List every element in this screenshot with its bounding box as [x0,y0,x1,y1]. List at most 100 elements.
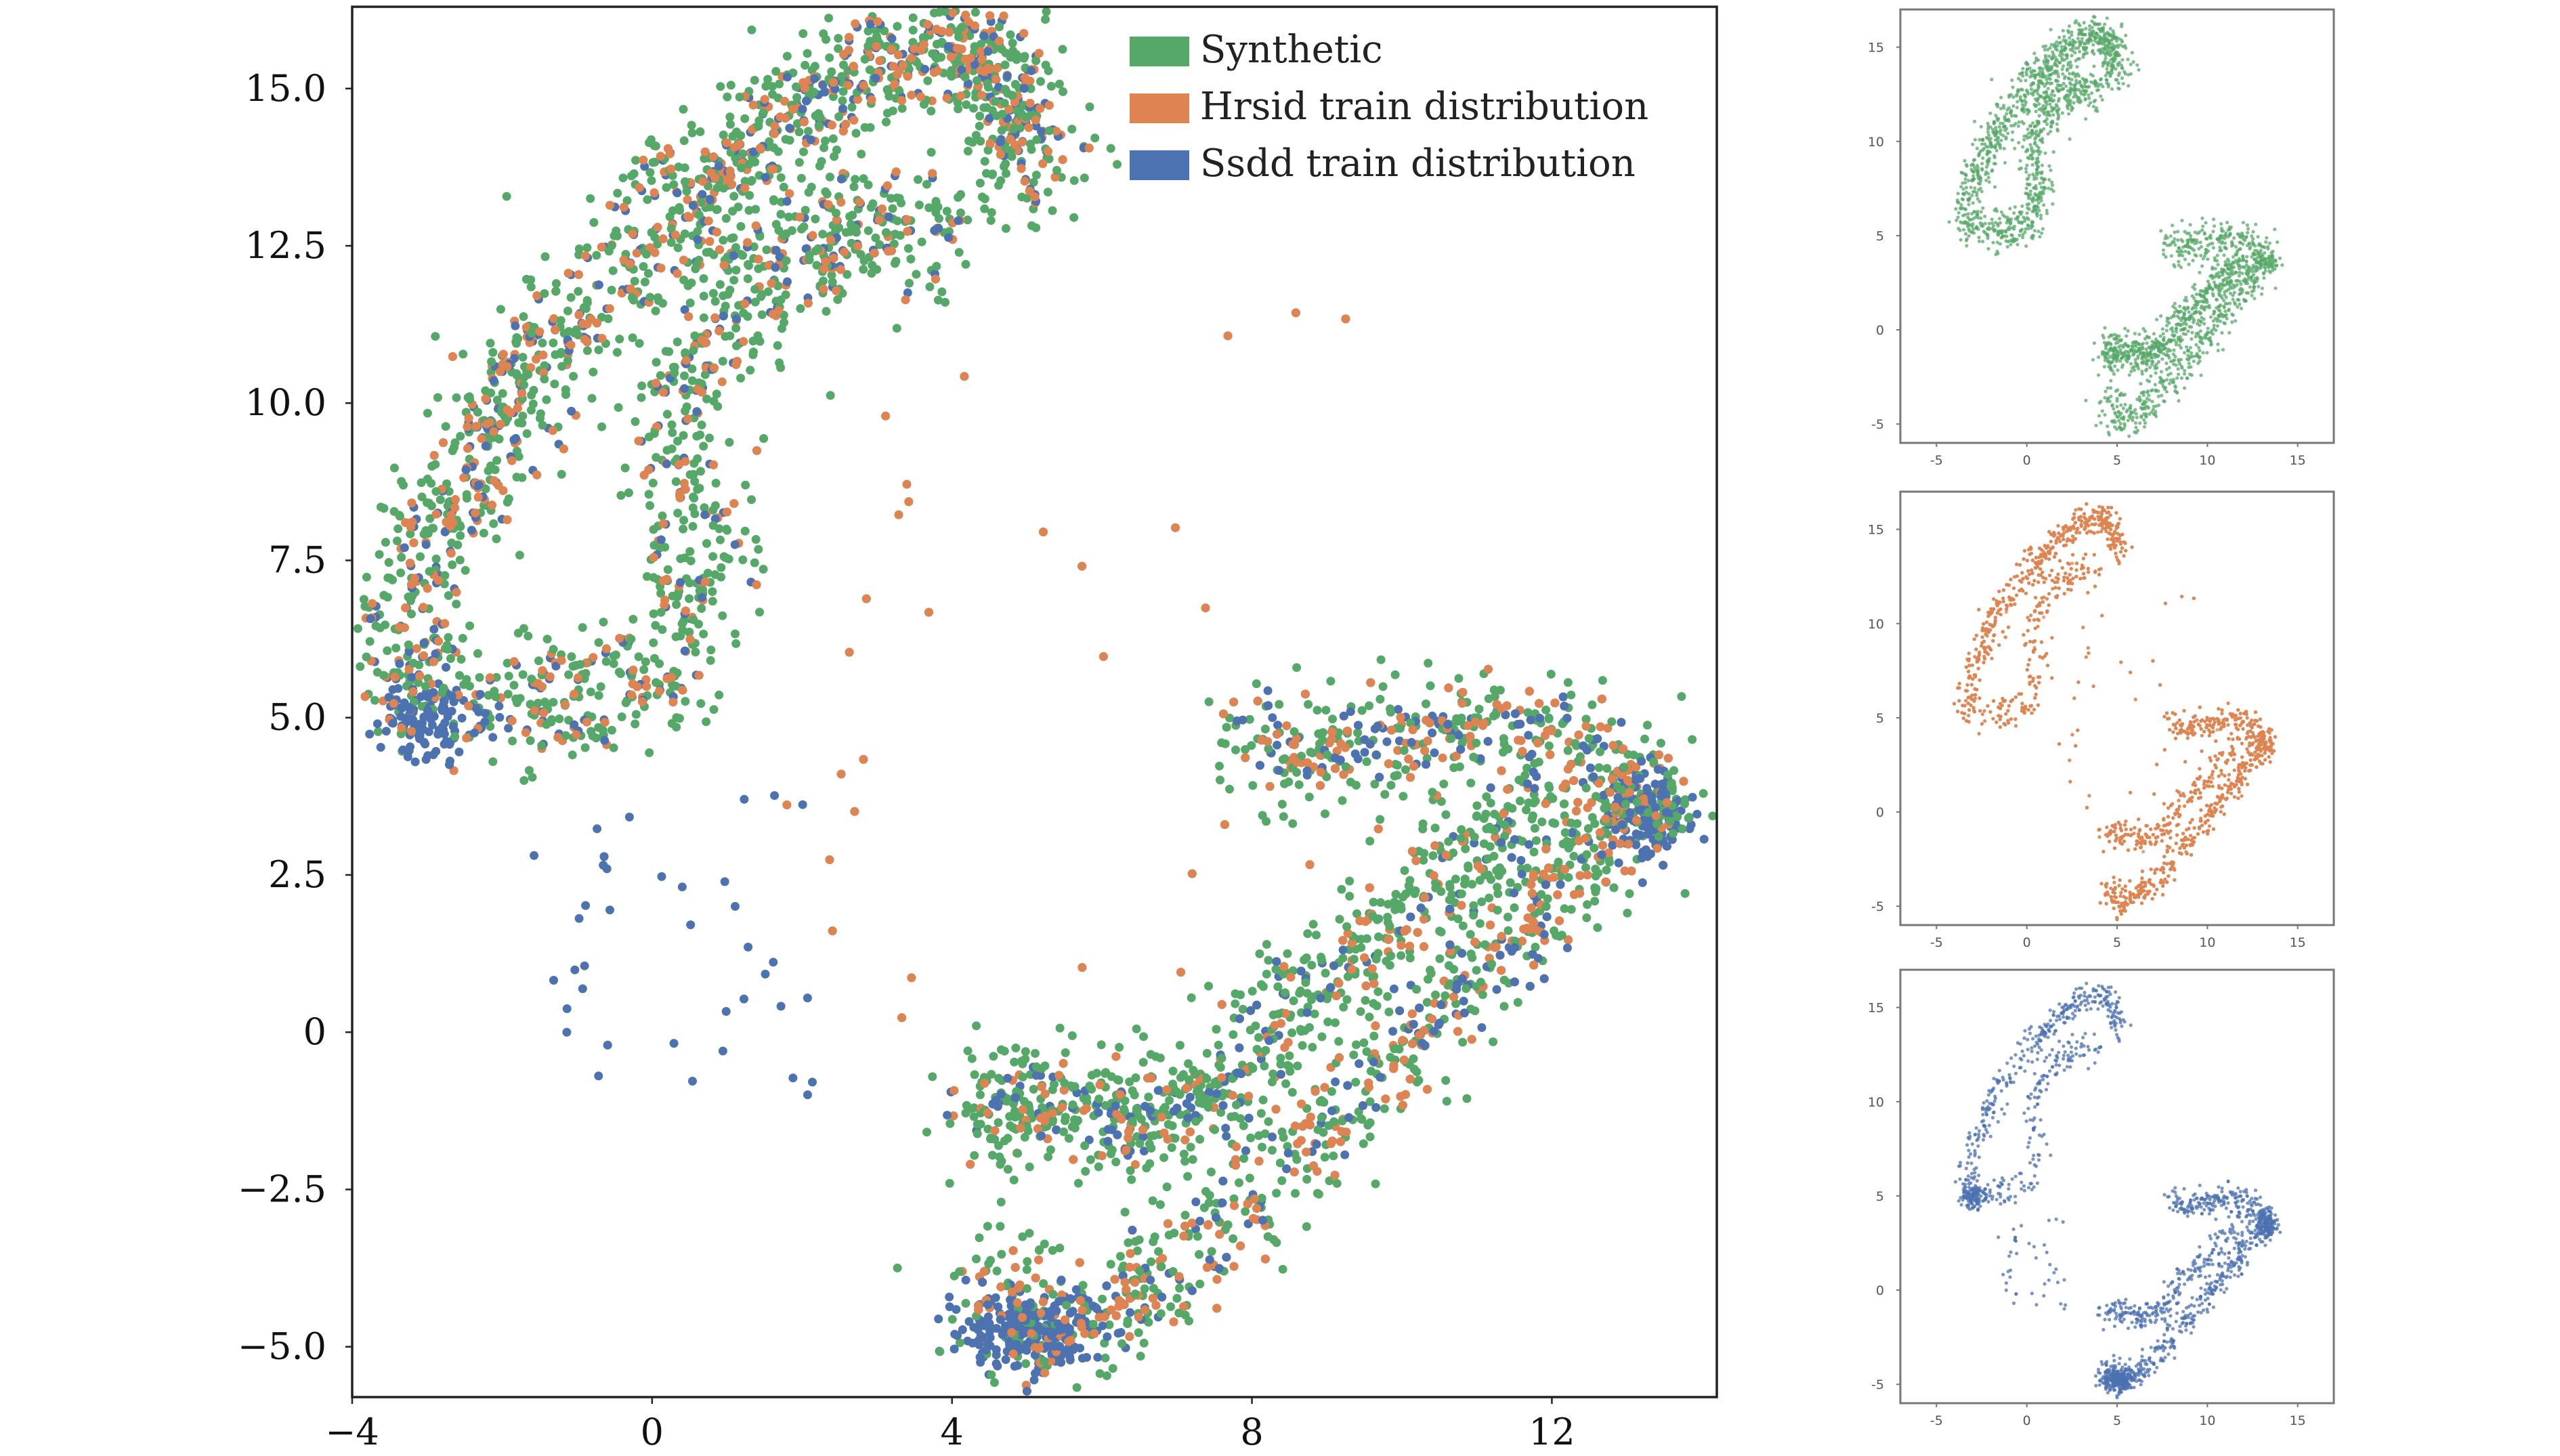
point-synthetic [674,163,683,171]
point-hrsid [1340,743,1350,752]
point-synthetic [518,353,528,362]
point-synthetic [871,233,880,242]
point-synthetic [825,53,834,62]
point-synthetic [1260,1061,1269,1071]
point-synthetic [1287,1028,1297,1037]
point-synthetic [745,191,754,200]
point-synthetic [652,678,661,687]
point-synthetic [1329,1151,1338,1161]
point-synthetic [699,291,708,301]
point-hrsid [1034,49,1044,58]
point-synthetic [1229,1030,1238,1040]
point-synthetic [1231,745,1240,754]
point-synthetic [1095,1369,1105,1378]
point-synthetic [614,403,623,412]
point-synthetic [1464,863,1473,873]
point-synthetic [1212,1025,1221,1034]
point-synthetic [1499,975,1509,985]
point-synthetic [628,293,637,302]
point-synthetic [964,136,974,146]
point-synthetic [947,1314,957,1324]
point-synthetic [1590,843,1599,853]
point-synthetic [811,214,820,223]
point-ssdd [424,727,433,736]
point-synthetic [1449,964,1459,974]
point-ssdd [1486,783,1495,792]
point-synthetic [1067,125,1077,134]
point-synthetic [743,274,752,283]
point-synthetic [729,276,739,285]
point-synthetic [542,635,552,644]
point-synthetic [649,638,658,647]
point-hrsid [419,603,428,612]
point-synthetic [1117,1339,1126,1348]
point-synthetic [1587,700,1597,710]
point-synthetic [1172,1293,1182,1303]
point-synthetic [1041,15,1050,24]
point-synthetic [1229,1234,1238,1243]
point-synthetic [803,49,812,58]
point-synthetic [798,29,808,39]
point-hrsid [875,56,884,66]
main-chart: −4 0 4 8 12 −5.0−2.502.55.07.510.012.515.0 S… [238,5,1718,1453]
point-synthetic [446,654,455,663]
point-synthetic [696,127,705,136]
point-ssdd [740,994,748,1004]
point-synthetic [994,181,1003,190]
point-synthetic [498,389,507,398]
point-synthetic [376,502,385,512]
point-synthetic [1308,920,1318,929]
point-synthetic [549,645,558,654]
point-hrsid [717,377,727,387]
point-synthetic [1472,812,1481,821]
point-synthetic [473,408,482,417]
point-synthetic [1623,908,1632,918]
point-synthetic [1216,775,1224,785]
point-synthetic [866,202,876,212]
point-synthetic [607,285,616,295]
point-synthetic [691,647,700,657]
point-hrsid [1409,762,1418,771]
point-synthetic [652,452,661,462]
point-synthetic [1018,1059,1027,1069]
point-ssdd [431,747,441,756]
point-synthetic [1420,849,1429,858]
point-synthetic [914,200,924,210]
point-synthetic [1003,1165,1012,1174]
point-synthetic [941,297,950,307]
point-hrsid [1054,1071,1064,1080]
point-synthetic [1046,81,1056,91]
point-synthetic [649,609,658,618]
point-synthetic [989,1052,998,1061]
point-hrsid [1254,1157,1264,1166]
point-ssdd [1191,1197,1201,1207]
point-synthetic [1080,1141,1090,1151]
point-ssdd [1371,1102,1381,1112]
point-synthetic [702,394,711,404]
point-synthetic [922,1128,931,1137]
point-hrsid [851,19,860,28]
point-hrsid [1483,664,1493,674]
point-synthetic [453,540,463,550]
point-synthetic [716,82,725,91]
point-ssdd [1182,1099,1191,1108]
point-ssdd [530,851,539,860]
point-ssdd [1527,750,1537,759]
point-synthetic [1061,1113,1070,1122]
point-synthetic [1510,903,1519,912]
point-ssdd [1382,737,1392,746]
point-ssdd [624,813,634,821]
point-synthetic [1699,789,1708,798]
point-synthetic [699,313,708,322]
point-synthetic [1400,866,1409,875]
point-hrsid [1130,1278,1140,1287]
point-synthetic [980,204,989,213]
point-synthetic [461,565,470,575]
point-synthetic [526,736,535,746]
point-synthetic [926,148,936,157]
point-synthetic [1046,1145,1055,1155]
point-ssdd [1388,1027,1398,1036]
point-synthetic [689,458,699,468]
point-synthetic [1292,663,1302,672]
